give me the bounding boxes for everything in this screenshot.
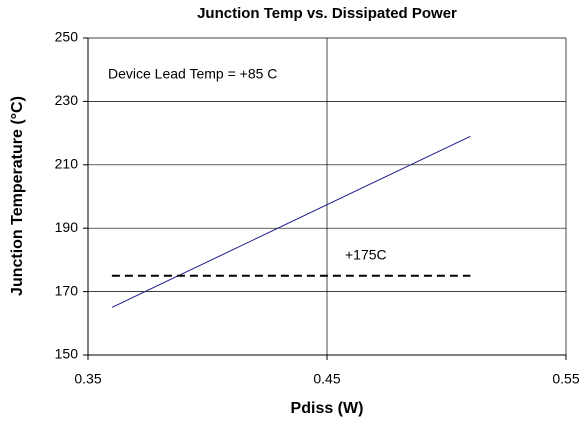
- x-tick-label: 0.45: [313, 371, 340, 387]
- y-tick-label: 230: [55, 92, 79, 108]
- series-line: [111, 135, 471, 308]
- chart-title: Junction Temp vs. Dissipated Power: [197, 5, 457, 22]
- x-axis-label: Pdiss (W): [291, 400, 364, 417]
- annotation: Device Lead Temp = +85 C: [108, 66, 277, 82]
- y-axis-label: Junction Temperature (°C): [9, 96, 26, 296]
- y-tick-label: 170: [55, 282, 79, 298]
- x-tick-label: 0.35: [74, 371, 101, 387]
- annotation: +175C: [345, 247, 387, 263]
- y-tick-label: 190: [55, 219, 79, 235]
- x-tick-label: 0.55: [552, 371, 579, 387]
- y-tick-label: 250: [55, 29, 79, 45]
- y-tick-label: 150: [55, 346, 79, 362]
- y-tick-label: 210: [55, 156, 79, 172]
